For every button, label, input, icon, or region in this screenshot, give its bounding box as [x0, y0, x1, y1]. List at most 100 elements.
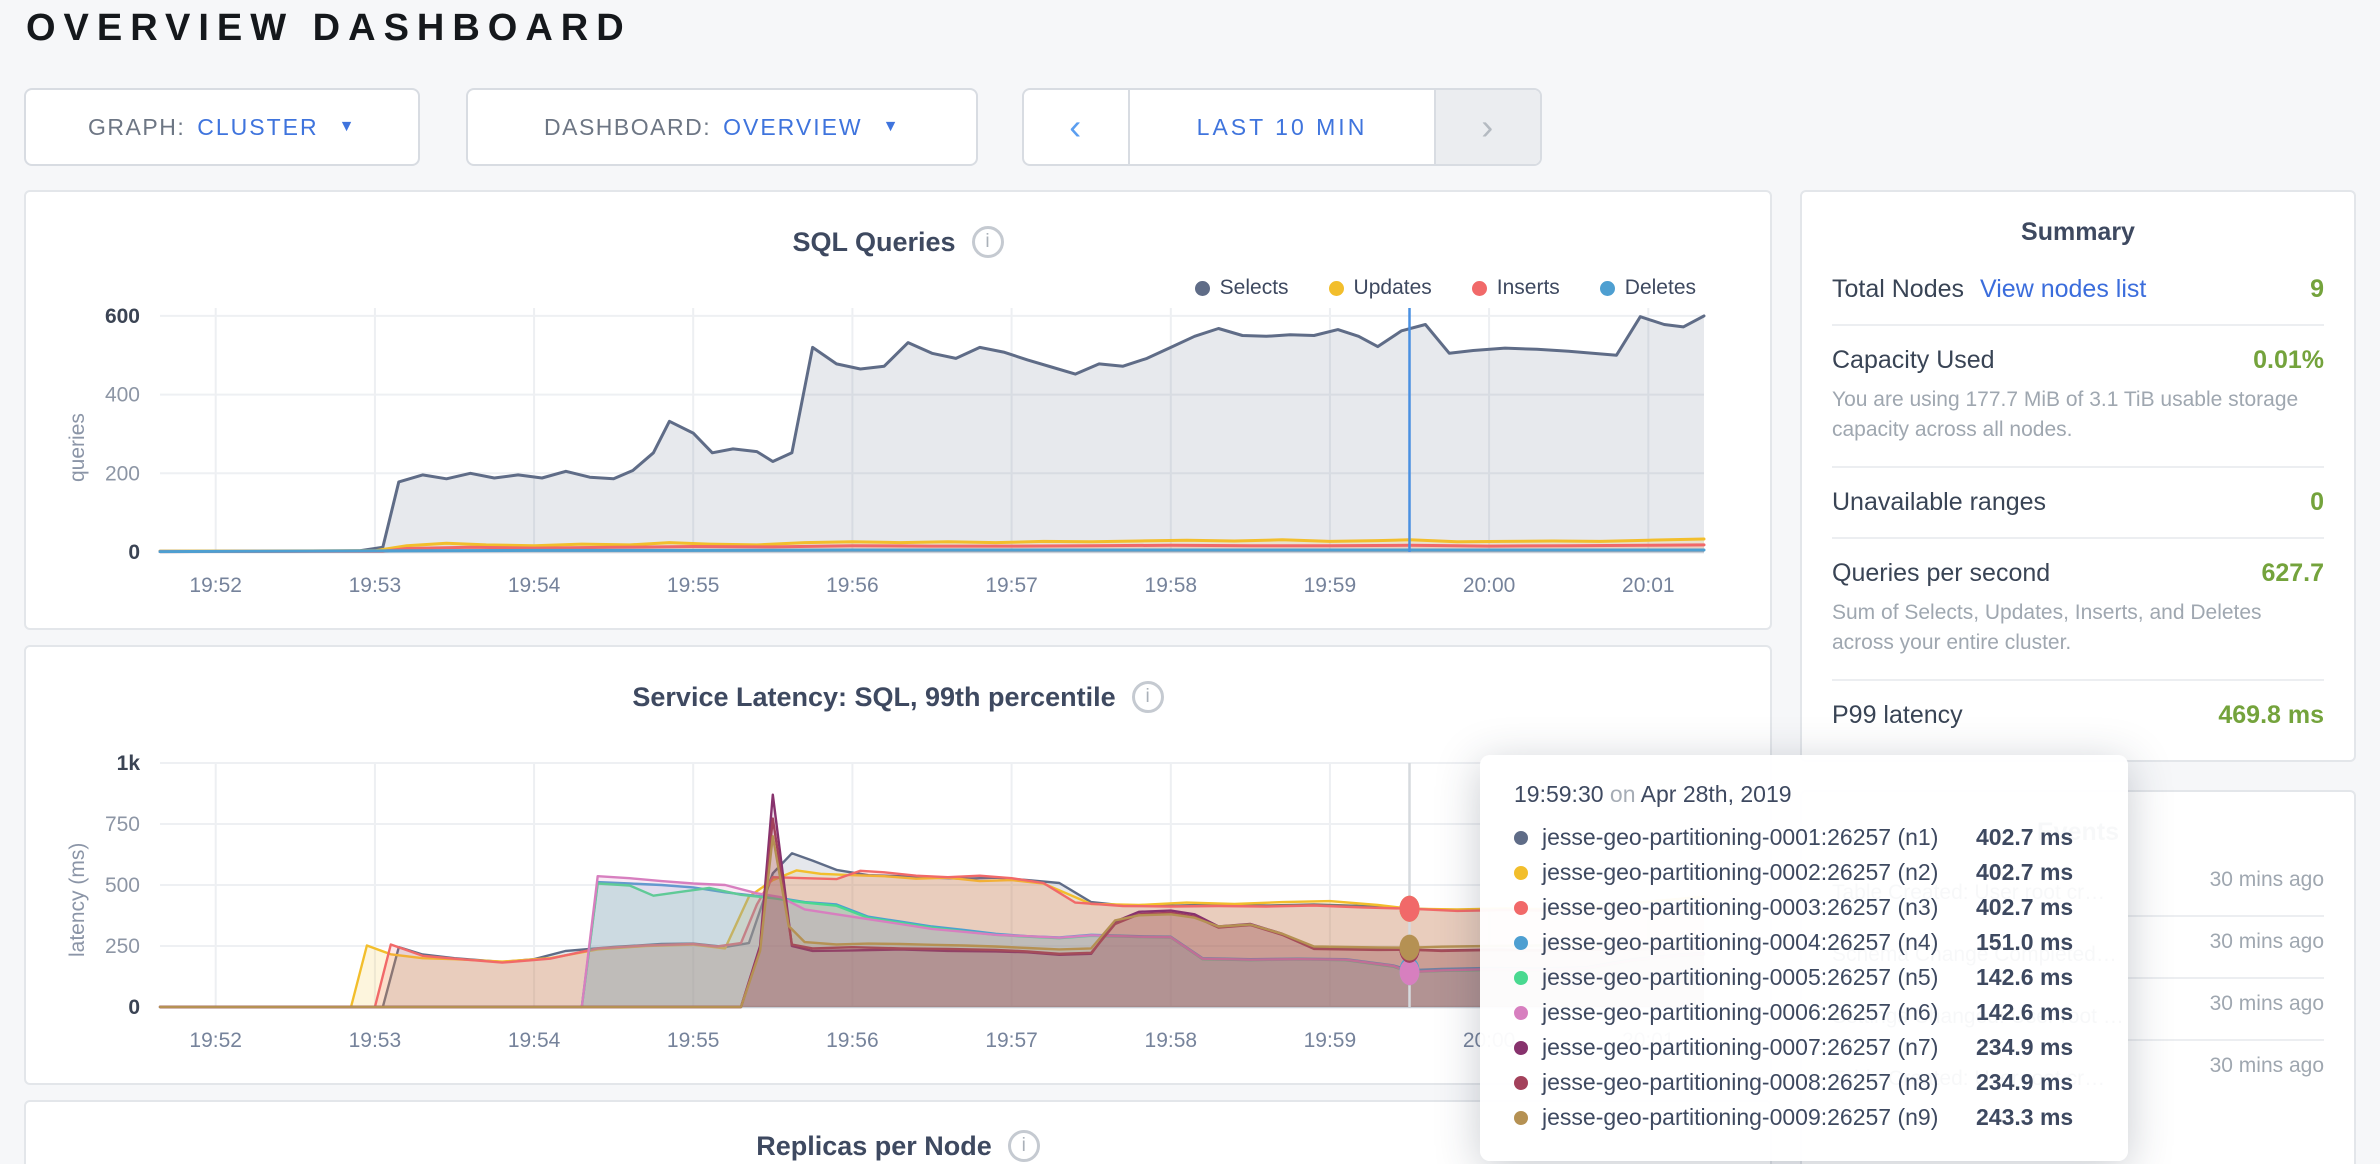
time-window-next-button[interactable]: › [1434, 90, 1540, 164]
x-tick-label: 19:55 [667, 574, 720, 597]
graph-dropdown[interactable]: GRAPH: CLUSTER ▼ [24, 88, 420, 166]
chevron-left-icon: ‹ [1069, 106, 1083, 147]
x-tick-label: 19:59 [1304, 1029, 1357, 1052]
node-name: jesse-geo-partitioning-0007:26257 (n7) [1542, 1034, 1939, 1060]
legend-item-selects[interactable]: Selects [1194, 276, 1289, 300]
chevron-right-icon: › [1481, 106, 1495, 147]
tooltip-row: jesse-geo-partitioning-0004:26257 (n4) 15… [1514, 925, 2094, 960]
capacity-used-subtext: You are using 177.7 MiB of 3.1 TiB usabl… [1832, 388, 2299, 442]
graph-dropdown-value: CLUSTER [197, 113, 319, 140]
event-timestamp: 30 mins ago [2209, 930, 2324, 953]
node-color-dot-icon [1514, 1110, 1528, 1125]
dashboard-dropdown[interactable]: DASHBOARD: OVERVIEW ▼ [466, 88, 978, 166]
tooltip-header: 19:59:30 on Apr 28th, 2019 [1514, 781, 2094, 808]
event-timestamp: 30 mins ago [2209, 992, 2324, 1015]
time-window-selector: ‹ LAST 10 MIN › [1022, 88, 1542, 166]
summary-panel: Summary Total Nodes View nodes list 9 Cap… [1800, 190, 2356, 762]
x-tick-label: 19:57 [985, 574, 1038, 597]
node-name: jesse-geo-partitioning-0009:26257 (n9) [1542, 1104, 1939, 1130]
node-color-dot-icon [1514, 900, 1528, 915]
series-area [160, 876, 1704, 1007]
y-tick-label: 200 [105, 462, 140, 485]
node-latency-value: 142.6 ms [1976, 999, 2074, 1025]
tooltip-time: 19:59:30 [1514, 781, 1604, 807]
view-nodes-list-link[interactable]: View nodes list [1980, 275, 2147, 303]
legend-item-updates[interactable]: Updates [1328, 276, 1432, 300]
legend-dot-icon [1471, 280, 1487, 296]
node-color-dot-icon [1514, 970, 1528, 985]
tooltip-row: jesse-geo-partitioning-0002:26257 (n2) 40… [1514, 855, 2094, 890]
y-tick-label: 500 [105, 874, 140, 897]
x-tick-label: 19:56 [826, 574, 879, 597]
page-title: OVERVIEW DASHBOARD [26, 7, 632, 49]
hover-dot [1399, 895, 1420, 922]
node-latency-value: 402.7 ms [1976, 824, 2074, 850]
capacity-used-value: 0.01% [2253, 346, 2324, 374]
summary-label: Unavailable ranges [1832, 487, 2047, 516]
chevron-down-icon: ▼ [882, 118, 900, 135]
legend-dot-icon [1599, 280, 1615, 296]
summary-panel-title: Summary [2021, 218, 2135, 246]
hover-dot [1399, 959, 1420, 986]
x-tick-label: 19:52 [189, 1029, 242, 1052]
x-tick-label: 19:55 [667, 1029, 720, 1052]
legend-dot-icon [1328, 280, 1344, 296]
legend-item-deletes[interactable]: Deletes [1599, 276, 1696, 300]
tooltip-row: jesse-geo-partitioning-0001:26257 (n1) 40… [1514, 820, 2094, 855]
graph-dropdown-label: GRAPH: [88, 113, 186, 140]
info-icon[interactable]: i [1007, 1130, 1040, 1162]
info-icon[interactable]: i [971, 226, 1004, 258]
node-name: jesse-geo-partitioning-0006:26257 (n6) [1542, 999, 1939, 1025]
tooltip-row: jesse-geo-partitioning-0005:26257 (n5) 14… [1514, 960, 2094, 995]
summary-label: P99 latency [1832, 700, 1963, 729]
time-window-range-button[interactable]: LAST 10 MIN [1130, 90, 1434, 164]
queries-per-second-value: 627.7 [2261, 558, 2324, 587]
node-color-dot-icon [1514, 1075, 1528, 1090]
series-line [158, 834, 1706, 1009]
node-color-dot-icon [1514, 935, 1528, 950]
sql-queries-chart[interactable]: 19:52 19:53 19:54 19:55 19:56 19:57 19:58 19:59… [28, 290, 1768, 620]
tooltip-row: jesse-geo-partitioning-0008:26257 (n8) 23… [1514, 1065, 2094, 1100]
series-area [160, 818, 1704, 1007]
x-tick-label: 20:01 [1622, 574, 1675, 597]
x-tick-label: 19:57 [985, 1029, 1038, 1052]
y-tick-label: 600 [105, 305, 140, 328]
legend-item-inserts[interactable]: Inserts [1471, 276, 1560, 300]
y-tick-label: 1k [117, 752, 141, 775]
event-row[interactable]: Table Created: User root cr…30 mins ago [1832, 1041, 2324, 1101]
node-latency-value: 243.3 ms [1976, 1104, 2074, 1130]
event-timestamp: 30 mins ago [2209, 1054, 2324, 1077]
node-name: jesse-geo-partitioning-0003:26257 (n3) [1542, 894, 1939, 920]
y-tick-label: 750 [105, 813, 140, 836]
node-latency-value: 234.9 ms [1976, 1069, 2074, 1095]
event-timestamp: 30 mins ago [2209, 868, 2324, 891]
time-window-prev-button[interactable]: ‹ [1024, 90, 1130, 164]
series-line [158, 874, 1706, 1009]
x-tick-label: 19:58 [1145, 574, 1198, 597]
service-latency-chart[interactable]: 19:52 19:53 19:54 19:55 19:56 19:57 19:58 19:59… [28, 745, 1768, 1075]
legend-dot-icon [1194, 280, 1210, 296]
node-color-dot-icon [1514, 830, 1528, 845]
p99-latency-value: 469.8 ms [2218, 700, 2324, 729]
node-latency-value: 142.6 ms [1976, 964, 2074, 990]
x-tick-label: 20:00 [1463, 574, 1516, 597]
sql-queries-chart-title: SQL Queries [792, 226, 956, 257]
tooltip-date: Apr 28th, 2019 [1640, 781, 1792, 807]
dashboard-dropdown-label: DASHBOARD: [544, 113, 712, 140]
info-icon[interactable]: i [1131, 681, 1164, 713]
series-area [160, 853, 1704, 1007]
sql-queries-legend: Selects Updates Inserts Deletes [1194, 276, 1696, 300]
x-tick-label: 19:56 [826, 1029, 879, 1052]
summary-row-total-nodes: Total Nodes View nodes list 9 [1832, 255, 2324, 326]
dashboard-dropdown-value: OVERVIEW [723, 113, 863, 140]
unavailable-ranges-value: 0 [2310, 487, 2324, 516]
summary-row-capacity: Capacity Used 0.01% You are using 177.7 … [1832, 326, 2324, 468]
node-name: jesse-geo-partitioning-0002:26257 (n2) [1542, 859, 1939, 885]
summary-label: Capacity Used [1832, 346, 1995, 374]
chart-hover-tooltip: 19:59:30 on Apr 28th, 2019 jesse-geo-par… [1480, 755, 2128, 1161]
series-area [160, 315, 1704, 552]
series-line [158, 548, 1706, 554]
x-tick-label: 19:53 [349, 1029, 402, 1052]
replicas-per-node-chart-title: Replicas per Node [756, 1130, 992, 1161]
tooltip-row: jesse-geo-partitioning-0007:26257 (n7) 23… [1514, 1030, 2094, 1065]
